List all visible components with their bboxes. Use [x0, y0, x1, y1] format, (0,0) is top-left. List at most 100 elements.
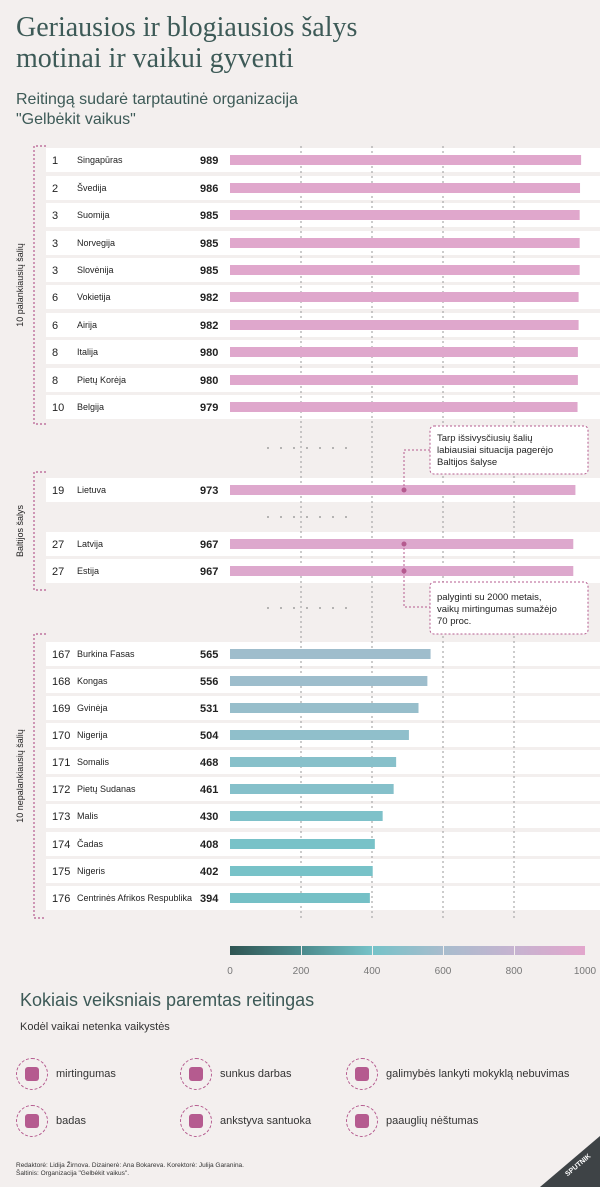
country-label: Norvegija — [77, 238, 115, 248]
bar — [230, 265, 580, 275]
bar — [230, 811, 383, 821]
annotation-text: palyginti su 2000 metais, — [437, 592, 542, 603]
scale-segment — [373, 946, 443, 955]
country-label: Nigeris — [77, 866, 106, 876]
hard-labor-icon — [180, 1058, 212, 1090]
group-label: Baltijos šalys — [15, 504, 25, 557]
scale-segment — [515, 946, 585, 955]
gap-dot — [345, 447, 347, 449]
annotation-text: 70 proc. — [437, 616, 471, 627]
value-label: 982 — [200, 320, 218, 332]
value-label: 394 — [200, 893, 219, 905]
bar — [230, 210, 580, 220]
x-tick-label: 200 — [293, 966, 310, 977]
rank-label: 171 — [52, 757, 70, 769]
gap-dot — [332, 447, 334, 449]
x-tick-label: 400 — [364, 966, 381, 977]
scale-segment — [302, 946, 372, 955]
value-label: 402 — [200, 866, 218, 878]
gap-dot — [280, 607, 282, 609]
annotation-dot — [401, 487, 407, 493]
annotation-dot — [401, 541, 407, 547]
value-label: 986 — [200, 183, 218, 195]
value-label: 985 — [200, 238, 218, 250]
country-label: Suomija — [77, 210, 110, 220]
value-label: 985 — [200, 210, 218, 222]
wedding-rings-icon — [180, 1105, 212, 1137]
bar — [230, 320, 579, 330]
scale-segment — [444, 946, 514, 955]
value-label: 461 — [200, 784, 218, 796]
gap-dot — [319, 447, 321, 449]
page-title: Geriausios ir blogiausios šalys motinai … — [16, 12, 536, 74]
group-bracket — [33, 633, 46, 919]
bar — [230, 238, 580, 248]
rank-label: 8 — [52, 347, 58, 359]
rank-label: 3 — [52, 238, 58, 250]
factor-item: ankstyva santuoka — [180, 1105, 311, 1137]
gap-dot — [267, 447, 269, 449]
bar — [230, 757, 397, 767]
subtitle-line-2: "Gelbėkit vaikus" — [16, 111, 136, 128]
gap-dot — [280, 516, 282, 518]
country-label: Burkina Fasas — [77, 649, 135, 659]
x-tick-label: 1000 — [574, 966, 597, 977]
gap-dot — [267, 607, 269, 609]
group-bracket — [33, 471, 46, 591]
rank-label: 169 — [52, 703, 70, 715]
sputnik-logo: SPUTNIK — [540, 1136, 600, 1187]
country-label: Centrinės Afrikos Respublika — [77, 893, 192, 903]
rank-label: 19 — [52, 485, 64, 497]
country-label: Nigerija — [77, 730, 108, 740]
bar — [230, 730, 409, 740]
value-label: 565 — [200, 649, 218, 661]
annotation-dot — [401, 568, 407, 574]
rank-label: 174 — [52, 839, 70, 851]
factor-item: mirtingumas — [16, 1058, 116, 1090]
value-label: 980 — [200, 347, 218, 359]
factor-label: galimybės lankyti mokyklą nebuvimas — [386, 1068, 570, 1080]
country-label: Kongas — [77, 676, 108, 686]
annotation-box — [429, 581, 589, 635]
rank-label: 8 — [52, 375, 58, 387]
gap-dot — [345, 516, 347, 518]
country-label: Čadas — [77, 839, 104, 849]
country-label: Lietuva — [77, 485, 106, 495]
running-to-school-icon — [346, 1058, 378, 1090]
value-label: 967 — [200, 566, 218, 578]
title-line-2: motinai ir vaikui gyventi — [16, 43, 294, 74]
gap-dot — [267, 516, 269, 518]
value-label: 430 — [200, 811, 218, 823]
country-label: Malis — [77, 811, 99, 821]
country-label: Italija — [77, 347, 98, 357]
annotation-text: labiausiai situacija pagerėjo — [437, 445, 553, 456]
country-label: Somalis — [77, 757, 110, 767]
country-label: Pietų Korėja — [77, 375, 126, 385]
rank-label: 10 — [52, 402, 64, 414]
annotation-text: vaikų mirtingumas sumažėjo — [437, 604, 557, 615]
rank-label: 172 — [52, 784, 70, 796]
country-label: Singapūras — [77, 155, 123, 165]
rank-label: 27 — [52, 539, 64, 551]
value-label: 556 — [200, 676, 218, 688]
ranking-chart: 1 Singapūras 989 2 Švedija 986 3 Suomija 985 3 Nor… — [15, 145, 600, 977]
value-label: 985 — [200, 265, 218, 277]
annotation-box — [429, 425, 589, 475]
bar — [230, 375, 578, 385]
value-label: 468 — [200, 757, 218, 769]
factor-label: mirtingumas — [56, 1068, 116, 1080]
rank-label: 168 — [52, 676, 70, 688]
value-label: 408 — [200, 839, 218, 851]
bar — [230, 703, 419, 713]
value-label: 982 — [200, 292, 218, 304]
factor-item: galimybės lankyti mokyklą nebuvimas — [346, 1058, 569, 1090]
gap-dot — [332, 516, 334, 518]
value-label: 989 — [200, 155, 218, 167]
x-tick-label: 600 — [435, 966, 452, 977]
rank-label: 3 — [52, 265, 58, 277]
group-label: 10 palankiausių šalių — [15, 243, 25, 327]
value-label: 979 — [200, 402, 218, 414]
bar — [230, 866, 373, 876]
bar — [230, 155, 582, 165]
rank-label: 167 — [52, 649, 70, 661]
